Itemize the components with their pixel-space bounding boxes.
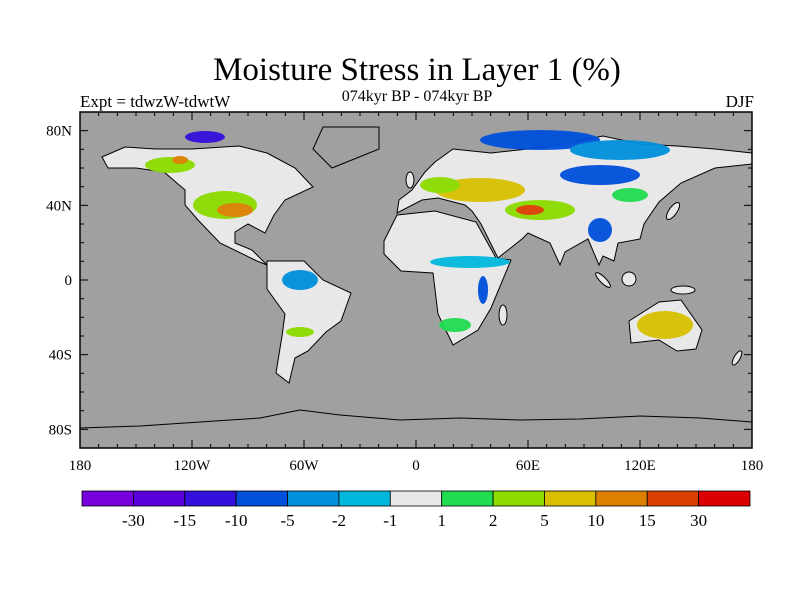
colorbar-label: -5 (280, 511, 294, 530)
new-zealand (731, 350, 743, 366)
season-label: DJF (725, 92, 754, 111)
colorbar-label: -10 (225, 511, 248, 530)
latitude-tick-label: 80N (46, 124, 72, 140)
colorbar-label: 5 (540, 511, 549, 530)
antarctica-coastline (80, 409, 752, 429)
madagascar (498, 304, 508, 326)
longitude-tick-label: 60E (516, 458, 540, 474)
colorbar (81, 490, 751, 507)
colorbar-label: -2 (332, 511, 346, 530)
longitude-tick-label: 120W (174, 458, 212, 474)
colorbar-swatch (81, 490, 134, 507)
colorbar-label: 2 (489, 511, 498, 530)
patch-negative (185, 131, 225, 143)
latitude-tick-label: 40N (46, 198, 72, 214)
colorbar-swatch (595, 490, 648, 507)
patch-negative (570, 140, 670, 160)
patch-positive (286, 327, 314, 337)
axis-ticks (79, 111, 753, 449)
colorbar-labels: -30 -15 -10 -5 -2 -1 1 2 5 10 15 30 (122, 511, 707, 530)
latitude-tick-label: 40S (49, 348, 72, 364)
greenland (312, 126, 380, 169)
colorbar-label: 1 (437, 511, 446, 530)
africa (383, 210, 512, 346)
latitude-tick-label: 0 (65, 273, 73, 289)
patch-positive (217, 203, 253, 217)
colorbar-swatch (646, 490, 700, 507)
patch-positive (516, 205, 544, 215)
patch-negative (560, 165, 640, 185)
patch-negative (588, 218, 612, 242)
plot-title: Moisture Stress in Layer 1 (%) (213, 52, 621, 88)
patch-positive (439, 318, 471, 332)
colorbar-swatch (287, 490, 340, 507)
colorbar-label: 30 (690, 511, 707, 530)
colorbar-label: -15 (173, 511, 196, 530)
colorbar-swatch (184, 490, 237, 507)
longitude-tick-label: 60W (289, 458, 319, 474)
colorbar-swatch (235, 490, 288, 507)
land-layer (80, 126, 752, 429)
longitude-tick-label: 120E (624, 458, 656, 474)
great-britain (405, 171, 415, 189)
patch-positive (420, 177, 460, 193)
longitude-tick-label: 0 (412, 458, 420, 474)
colorbar-swatch (441, 490, 494, 507)
longitude-tick-label: 180 (69, 458, 92, 474)
colorbar-label: -30 (122, 511, 145, 530)
south-america (266, 260, 352, 384)
patch-negative (478, 276, 488, 304)
borneo (621, 271, 637, 287)
patch-negative (480, 130, 600, 150)
colorbar-swatch (389, 490, 443, 507)
stress-anomaly-patches (145, 130, 693, 339)
patch-positive (612, 188, 648, 202)
new-guinea (670, 285, 696, 295)
colorbar-swatch (492, 490, 545, 507)
time-period-label: 074kyr BP - 074kyr BP (341, 88, 493, 105)
latitude-tick-label: 80S (49, 422, 72, 438)
longitude-tick-label: 180 (741, 458, 764, 474)
longitude-labels: 180 120W 60W 0 60E 120E 180 (69, 458, 764, 474)
sumatra (595, 272, 611, 288)
colorbar-swatch (544, 490, 597, 507)
colorbar-label: 10 (587, 511, 604, 530)
colorbar-label: -1 (383, 511, 397, 530)
patch-negative (282, 270, 318, 290)
colorbar-swatch (338, 490, 391, 507)
patch-positive (172, 156, 188, 164)
experiment-label: Expt = tdwzW-tdwtW (80, 92, 231, 111)
latitude-labels: 80N 40N 0 40S 80S (46, 124, 72, 439)
patch-positive (637, 311, 693, 339)
colorbar-label: 15 (639, 511, 656, 530)
colorbar-swatch (698, 490, 751, 507)
patch-negative (430, 256, 510, 268)
japan (665, 201, 681, 221)
colorbar-swatch (132, 490, 186, 507)
